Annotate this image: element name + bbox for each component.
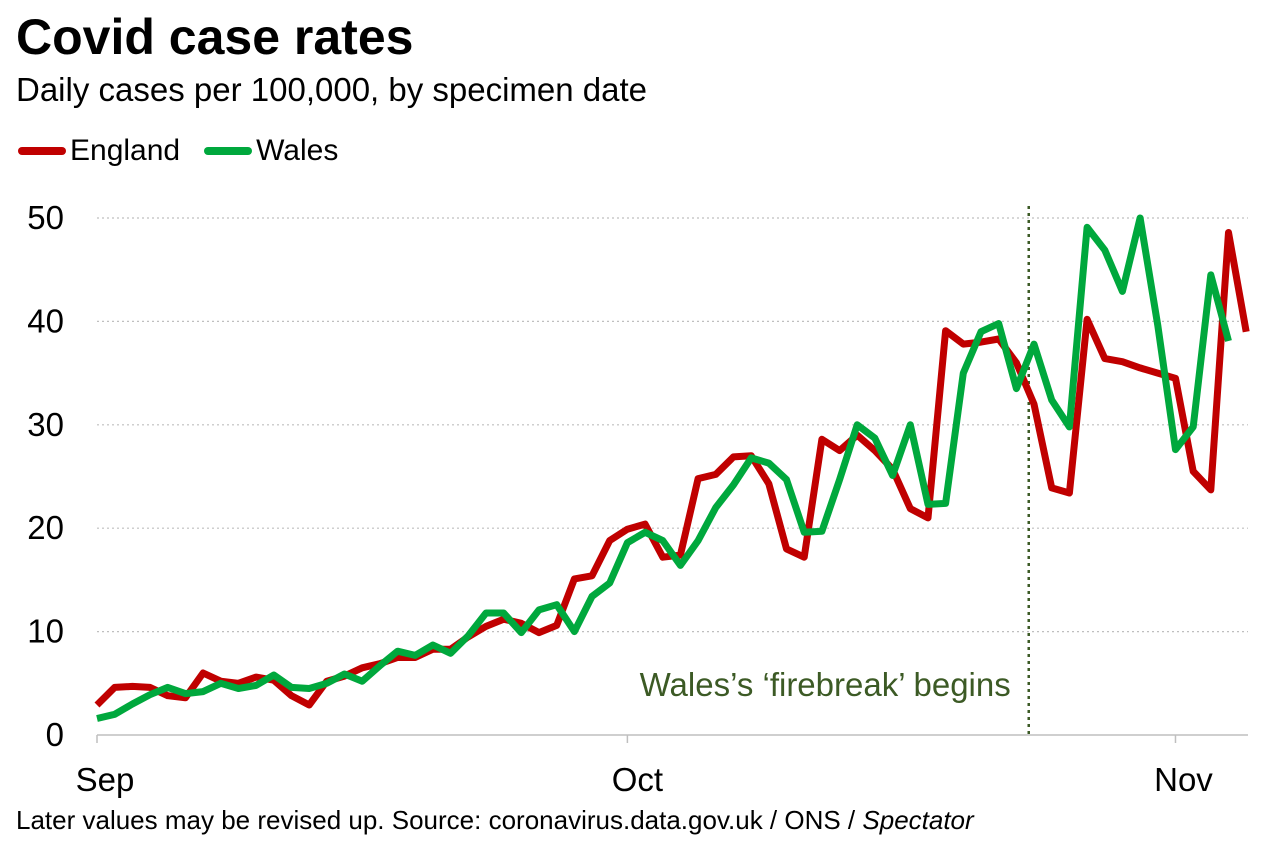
y-tick-label-40: 40 xyxy=(27,302,64,339)
x-tick-label-oct: Oct xyxy=(612,761,663,798)
y-axis-labels: 0 10 20 30 40 50 xyxy=(27,199,64,753)
y-tick-label-20: 20 xyxy=(27,509,64,546)
chart-title: Covid case rates xyxy=(16,9,414,65)
y-tick-label-0: 0 xyxy=(46,716,64,753)
grid-lines xyxy=(97,217,1248,633)
annotation-layer: Wales’s ‘firebreak’ begins xyxy=(640,206,1030,735)
x-tick-label-nov: Nov xyxy=(1154,761,1213,798)
series-line-wales xyxy=(96,214,1232,722)
legend: England Wales xyxy=(18,134,362,168)
y-tick-label-10: 10 xyxy=(27,613,64,650)
series-line-england xyxy=(94,229,1250,709)
legend-swatch-wales xyxy=(204,147,253,155)
x-axis-labels: Sep Oct Nov xyxy=(76,761,1214,798)
legend-item-wales: Wales xyxy=(204,134,338,168)
legend-label-wales: Wales xyxy=(256,134,339,167)
x-axis xyxy=(96,734,1248,743)
series-lines xyxy=(94,214,1250,722)
legend-swatch-england xyxy=(18,147,66,155)
footnote-text: Later values may be revised up. Source: … xyxy=(16,805,863,835)
legend-item-england: England xyxy=(18,134,180,168)
y-tick-label-30: 30 xyxy=(27,406,64,443)
firebreak-annotation-label: Wales’s ‘firebreak’ begins xyxy=(640,666,1011,703)
footnote-publisher: Spectator xyxy=(862,805,974,835)
x-tick-label-sep: Sep xyxy=(76,761,135,798)
source-footnote: Later values may be revised up. Source: … xyxy=(16,806,974,835)
chart-subtitle: Daily cases per 100,000, by specimen dat… xyxy=(16,71,648,108)
legend-label-england: England xyxy=(70,134,181,167)
y-tick-label-50: 50 xyxy=(27,199,64,236)
